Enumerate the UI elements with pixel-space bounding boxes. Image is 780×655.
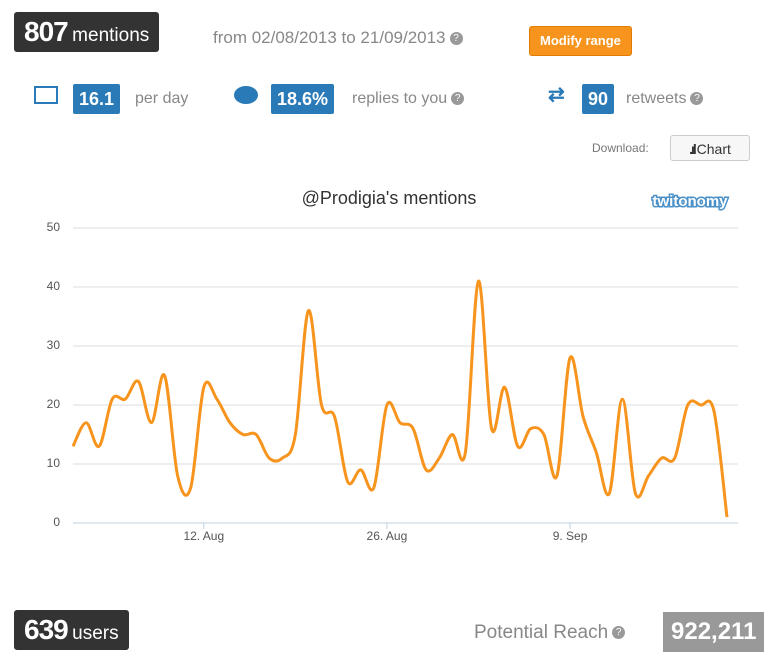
- download-label: Download:: [592, 141, 649, 155]
- x-tick-label: 9. Sep: [553, 529, 588, 543]
- help-icon: ?: [451, 92, 465, 106]
- replies-icon: [234, 86, 258, 104]
- help-icon: ?: [449, 32, 463, 46]
- reach-label-box: Potential Reach?: [474, 622, 626, 644]
- x-tick-label: 12. Aug: [183, 529, 224, 543]
- range-text: from 02/08/2013 to 21/09/2013: [213, 28, 446, 47]
- button-label: Modify range: [540, 33, 621, 48]
- chart-icon: [34, 86, 58, 104]
- reach-label: Potential Reach: [474, 622, 609, 643]
- help-icon: ?: [690, 92, 704, 106]
- y-tick-label: 10: [47, 456, 61, 470]
- retweets-value: 90: [582, 84, 615, 114]
- mentions-label: mentions: [72, 25, 150, 46]
- y-tick-label: 20: [47, 397, 61, 411]
- download-chart-button[interactable]: .ıl Chart: [670, 135, 750, 161]
- chart-title: @Prodigia's mentions: [302, 188, 477, 208]
- date-range: from 02/08/2013 to 21/09/2013?: [213, 28, 463, 48]
- replies-value: 18.6%: [271, 84, 335, 114]
- mentions-line: [71, 279, 729, 518]
- users-label: users: [72, 623, 119, 644]
- replies-label: replies to you: [352, 90, 448, 107]
- users-count: 639: [24, 614, 69, 645]
- per-day-value: 16.1: [73, 84, 121, 114]
- retweets-label: retweets: [626, 90, 687, 107]
- retweets-label-box: retweets?: [626, 90, 704, 108]
- x-tick-label: 26. Aug: [367, 529, 408, 543]
- button-label: Chart: [696, 141, 731, 157]
- modify-range-button[interactable]: Modify range: [529, 26, 632, 56]
- mentions-box: 807 mentions: [14, 12, 160, 52]
- retweet-icon: ⇄: [548, 84, 565, 106]
- replies-label-box: replies to you?: [352, 90, 465, 108]
- y-tick-label: 40: [47, 279, 61, 293]
- help-icon: ?: [612, 626, 626, 640]
- bars-icon: .ıl: [689, 141, 697, 157]
- y-tick-label: 50: [47, 220, 61, 234]
- per-day-label: per day: [135, 90, 189, 107]
- y-tick-label: 0: [53, 515, 60, 529]
- logo: twitonomy: [653, 193, 729, 210]
- y-tick-label: 30: [47, 338, 61, 352]
- reach-value: 922,211: [663, 612, 765, 652]
- users-box: 639 users: [14, 610, 129, 650]
- mentions-count: 807: [24, 16, 69, 47]
